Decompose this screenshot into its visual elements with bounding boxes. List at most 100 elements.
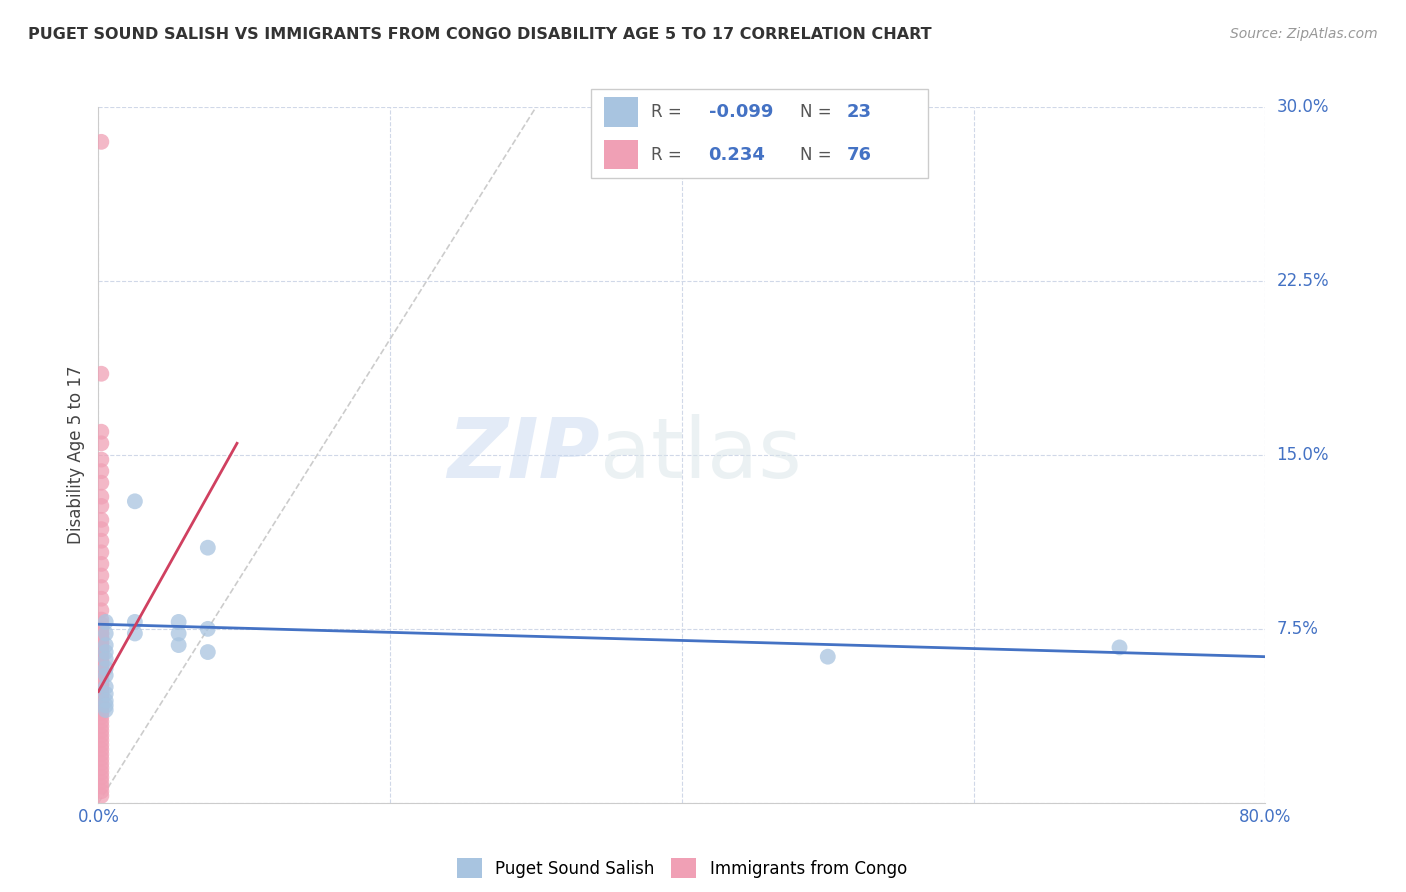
Point bbox=[90, 464, 112, 478]
Point bbox=[90, 367, 112, 381]
Point bbox=[90, 631, 112, 645]
Point bbox=[90, 603, 112, 617]
Point bbox=[90, 135, 112, 149]
Point bbox=[90, 631, 112, 645]
Point bbox=[94, 698, 117, 713]
Point bbox=[90, 775, 112, 789]
Point bbox=[90, 522, 112, 536]
Point bbox=[90, 780, 112, 794]
Point bbox=[90, 789, 112, 803]
Point bbox=[1108, 640, 1130, 655]
Text: Source: ZipAtlas.com: Source: ZipAtlas.com bbox=[1230, 27, 1378, 41]
Point bbox=[124, 494, 146, 508]
Point bbox=[90, 654, 112, 668]
Text: PUGET SOUND SALISH VS IMMIGRANTS FROM CONGO DISABILITY AGE 5 TO 17 CORRELATION C: PUGET SOUND SALISH VS IMMIGRANTS FROM CO… bbox=[28, 27, 932, 42]
Point bbox=[90, 738, 112, 752]
Point bbox=[90, 640, 112, 655]
Point bbox=[90, 499, 112, 513]
Text: ZIP: ZIP bbox=[447, 415, 600, 495]
Point bbox=[197, 645, 219, 659]
Point bbox=[197, 622, 219, 636]
Point bbox=[90, 770, 112, 784]
Point bbox=[90, 706, 112, 720]
Point bbox=[90, 452, 112, 467]
Point bbox=[94, 652, 117, 666]
Point bbox=[90, 687, 112, 701]
Point bbox=[90, 696, 112, 710]
Text: 22.5%: 22.5% bbox=[1277, 272, 1329, 290]
Point bbox=[90, 677, 112, 691]
Point bbox=[90, 700, 112, 714]
Text: N =: N = bbox=[800, 145, 837, 164]
Point bbox=[817, 649, 839, 664]
Text: R =: R = bbox=[651, 103, 688, 121]
Point bbox=[90, 691, 112, 706]
Text: -0.099: -0.099 bbox=[709, 103, 773, 121]
Point bbox=[90, 664, 112, 678]
Point bbox=[90, 696, 112, 710]
Point bbox=[167, 626, 190, 640]
Point bbox=[90, 673, 112, 687]
Point bbox=[90, 765, 112, 780]
Point bbox=[90, 668, 112, 682]
Bar bbox=[605, 97, 638, 127]
Point bbox=[90, 636, 112, 650]
Point bbox=[90, 490, 112, 504]
Point bbox=[90, 691, 112, 706]
Point bbox=[90, 710, 112, 724]
Point bbox=[90, 659, 112, 673]
Y-axis label: Disability Age 5 to 17: Disability Age 5 to 17 bbox=[66, 366, 84, 544]
Point bbox=[90, 706, 112, 720]
Point bbox=[90, 557, 112, 571]
Text: 30.0%: 30.0% bbox=[1277, 98, 1329, 116]
Point bbox=[90, 580, 112, 594]
Point bbox=[90, 682, 112, 697]
Point bbox=[90, 729, 112, 743]
Point bbox=[90, 700, 112, 714]
Text: 0.234: 0.234 bbox=[709, 145, 765, 164]
Point bbox=[90, 784, 112, 798]
Point bbox=[90, 761, 112, 775]
Point bbox=[94, 661, 117, 675]
Legend: Puget Sound Salish, Immigrants from Congo: Puget Sound Salish, Immigrants from Cong… bbox=[450, 851, 914, 885]
Point bbox=[90, 513, 112, 527]
Point bbox=[94, 645, 117, 659]
Point bbox=[94, 626, 117, 640]
Point bbox=[90, 533, 112, 548]
Point bbox=[90, 545, 112, 559]
Point bbox=[90, 687, 112, 701]
Text: 15.0%: 15.0% bbox=[1277, 446, 1329, 464]
Point bbox=[90, 682, 112, 697]
Point bbox=[94, 680, 117, 694]
Text: 76: 76 bbox=[846, 145, 872, 164]
Text: 23: 23 bbox=[846, 103, 872, 121]
Point bbox=[90, 654, 112, 668]
Point bbox=[90, 719, 112, 733]
Point bbox=[90, 677, 112, 691]
Text: 7.5%: 7.5% bbox=[1277, 620, 1319, 638]
Point bbox=[124, 615, 146, 629]
Point bbox=[90, 723, 112, 738]
Point bbox=[90, 626, 112, 640]
Point bbox=[167, 615, 190, 629]
Point bbox=[90, 664, 112, 678]
Point bbox=[90, 649, 112, 664]
Text: atlas: atlas bbox=[600, 415, 801, 495]
Point bbox=[90, 640, 112, 655]
Point bbox=[90, 613, 112, 627]
Point bbox=[90, 626, 112, 640]
Point bbox=[90, 622, 112, 636]
Point bbox=[90, 659, 112, 673]
Point bbox=[90, 645, 112, 659]
Point bbox=[167, 638, 190, 652]
Point bbox=[90, 622, 112, 636]
Point bbox=[90, 617, 112, 632]
Point bbox=[197, 541, 219, 555]
Point bbox=[90, 747, 112, 761]
Point bbox=[90, 752, 112, 766]
Point bbox=[90, 742, 112, 756]
Point bbox=[90, 425, 112, 439]
Point bbox=[90, 436, 112, 450]
Text: R =: R = bbox=[651, 145, 688, 164]
Point bbox=[90, 714, 112, 729]
